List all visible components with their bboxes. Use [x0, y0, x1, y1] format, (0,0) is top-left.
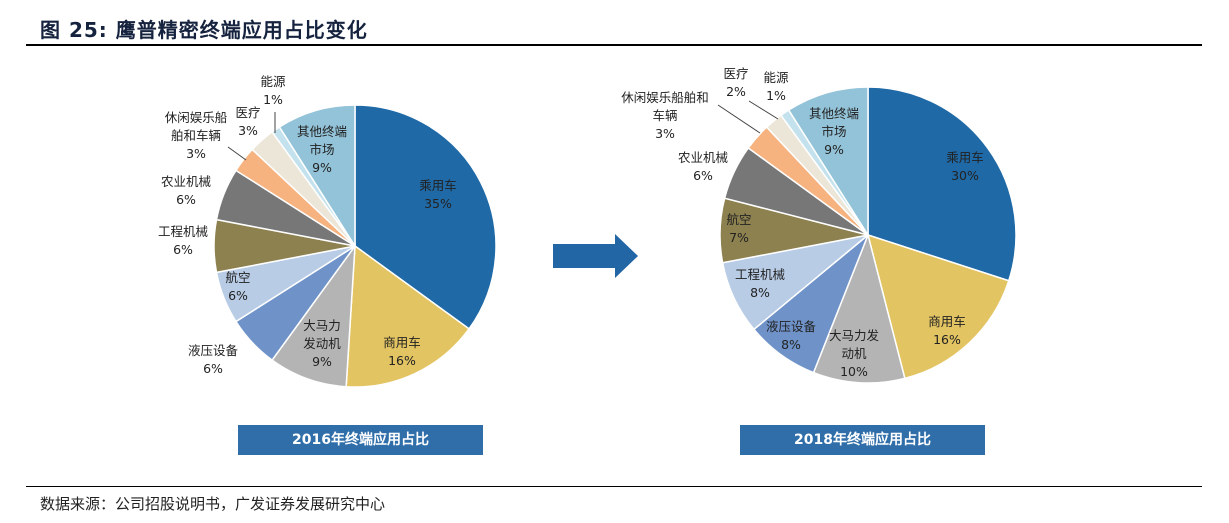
slice-label: 液压设备 6% [188, 343, 239, 376]
slice-label: 其他终端市场 9% [809, 106, 859, 157]
slice-label: 大马力发动机 9% [303, 318, 341, 369]
pie-slice [867, 86, 1017, 282]
slice-label: 液压设备 8% [766, 319, 817, 352]
leader-line [717, 104, 761, 134]
pie-2018: 乘用车 30% 商用车 16% 大马力发动机 10% 液压设备 8% 工程机械 8% 航空 7% 农业机… [621, 66, 1017, 384]
slice-label: 乘用车 30% [946, 150, 984, 183]
pie-slice [278, 104, 356, 249]
pie-slice [271, 243, 356, 388]
title-rule [26, 44, 1202, 46]
slice-label: 商用车 16% [928, 314, 966, 347]
slice-label: 其他终端市场 9% [297, 124, 347, 175]
slice-label: 休闲娱乐船舶和车辆 3% [165, 110, 228, 161]
slice-label: 大马力发动机 10% [829, 328, 880, 379]
caption-2018: 2018年终端应用占比 [740, 425, 985, 455]
footer-rule [26, 486, 1202, 487]
figure-title: 图 25: 鹰普精密终端应用占比变化 [40, 18, 368, 42]
slice-label: 休闲娱乐船舶和车辆 3% [621, 90, 709, 141]
slice-label: 能源 1% [260, 74, 286, 107]
leader-line [227, 146, 247, 161]
pie-slice [354, 104, 497, 330]
pie-slice [787, 86, 869, 238]
slice-label: 医疗 3% [235, 105, 260, 138]
slice-label: 医疗 2% [723, 66, 748, 99]
slice-label: 农业机械 6% [678, 150, 729, 183]
slice-label: 乘用车 35% [419, 178, 457, 211]
caption-2016: 2016年终端应用占比 [238, 425, 483, 455]
slice-label: 航空 6% [225, 270, 250, 303]
source-note: 数据来源：公司招股说明书，广发证券发展研究中心 [40, 495, 386, 513]
slice-label: 农业机械 6% [161, 174, 212, 207]
pie-slice [812, 232, 906, 384]
slice-label: 工程机械 8% [735, 267, 786, 300]
slice-label: 工程机械 6% [158, 224, 209, 257]
right-arrow-icon [553, 234, 638, 278]
slice-label: 航空 7% [726, 212, 751, 245]
leader-line [748, 100, 779, 120]
slice-label: 商用车 16% [383, 335, 421, 368]
slice-label: 能源 1% [763, 70, 789, 103]
pie-slice [345, 244, 471, 388]
pie-slice [866, 233, 1010, 380]
pie-2016: 乘用车 35% 商用车 16% 大马力发动机 9% 液压设备 6% 航空 6% 工程机械 6% 农业机械… [158, 74, 497, 388]
